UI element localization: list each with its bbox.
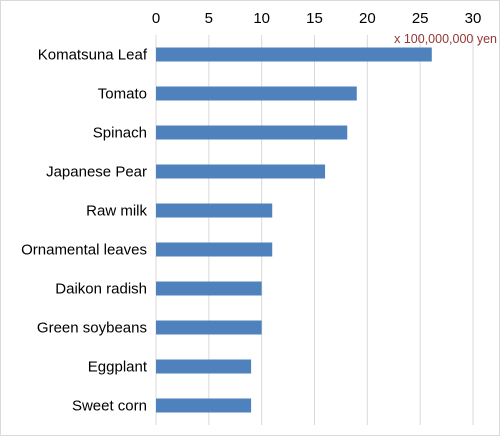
bar-daikon-radish xyxy=(156,281,262,296)
category-label-raw-milk: Raw milk xyxy=(86,203,147,220)
x-tick-label-5: 5 xyxy=(205,10,213,27)
category-label-spinach: Spinach xyxy=(93,125,147,142)
bar-sweet-corn xyxy=(156,398,252,413)
x-tick-label-0: 0 xyxy=(152,10,160,27)
category-label-tomato: Tomato xyxy=(98,86,147,103)
category-label-daikon-radish: Daikon radish xyxy=(55,281,147,298)
category-label-ornamental-leaves: Ornamental leaves xyxy=(21,242,147,259)
x-tick-label-10: 10 xyxy=(253,10,270,27)
bar-green-soybeans xyxy=(156,320,262,335)
category-label-eggplant: Eggplant xyxy=(88,359,148,376)
bar-japanese-pear xyxy=(156,164,326,179)
x-tick-label-20: 20 xyxy=(359,10,376,27)
category-labels: Komatsuna Leaf Tomato Spinach Japanese Pear… xyxy=(21,47,148,415)
bar-ornamental-leaves xyxy=(156,242,273,257)
x-tick-label-25: 25 xyxy=(412,10,429,27)
x-tick-label-30: 30 xyxy=(465,10,482,27)
bar-eggplant xyxy=(156,359,252,374)
category-label-komatsuna-leaf: Komatsuna Leaf xyxy=(38,47,148,64)
unit-label: x 100,000,000 yen xyxy=(394,32,497,46)
bar-komatsuna-leaf xyxy=(156,47,432,62)
x-axis-ticks: 0 5 10 15 20 25 30 xyxy=(152,10,482,27)
bars xyxy=(156,47,432,413)
bar-spinach xyxy=(156,125,348,140)
x-tick-label-15: 15 xyxy=(306,10,323,27)
bar-tomato xyxy=(156,86,357,101)
bar-raw-milk xyxy=(156,203,273,218)
category-label-japanese-pear: Japanese Pear xyxy=(46,164,147,181)
category-label-sweet-corn: Sweet corn xyxy=(72,398,147,415)
category-label-green-soybeans: Green soybeans xyxy=(37,320,147,337)
